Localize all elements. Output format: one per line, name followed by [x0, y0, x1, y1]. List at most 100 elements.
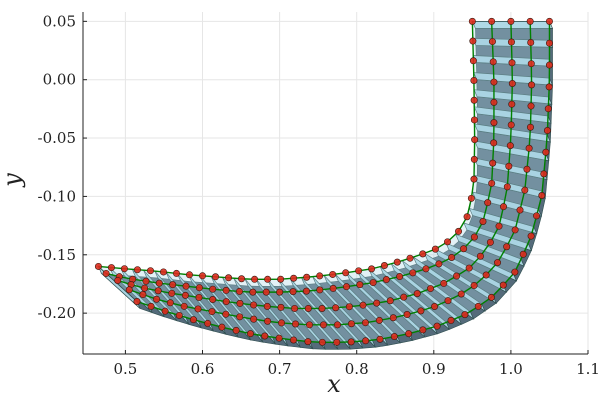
node-marker — [304, 304, 312, 312]
y-tick-label: -0.15 — [38, 246, 76, 264]
node-marker — [431, 245, 439, 253]
node-marker — [290, 336, 298, 344]
node-marker — [361, 319, 369, 327]
x-tick-label: 0.9 — [422, 360, 446, 378]
node-marker — [382, 276, 390, 284]
band-slab — [471, 191, 543, 217]
node-marker — [333, 321, 341, 329]
node-marker — [545, 61, 553, 69]
node-marker — [470, 155, 478, 163]
node-line-0 — [98, 21, 476, 280]
node-marker — [209, 285, 217, 293]
node-marker — [347, 338, 355, 346]
x-tick-label: 1.0 — [499, 360, 523, 378]
node-marker — [490, 119, 498, 127]
node-marker — [236, 313, 244, 321]
node-marker — [422, 265, 430, 273]
node-marker — [393, 258, 401, 266]
y-tick-label: -0.10 — [38, 187, 76, 205]
band-slab — [301, 277, 364, 349]
node-marker — [527, 39, 535, 47]
y-tick-label: 0.00 — [43, 71, 76, 89]
node-marker — [225, 274, 233, 282]
node-marker — [329, 270, 337, 278]
node-marker — [204, 319, 212, 327]
node-marker — [146, 267, 154, 275]
node-marker — [503, 183, 511, 191]
node-marker — [431, 302, 439, 310]
node-line-3 — [129, 21, 533, 326]
node-marker — [489, 159, 497, 167]
node-marker — [460, 245, 468, 253]
node-marker — [278, 319, 286, 327]
node-marker — [433, 322, 441, 330]
node-marker — [345, 303, 353, 311]
node-marker — [467, 194, 475, 202]
node-marker — [316, 272, 324, 280]
node-marker — [405, 330, 413, 338]
node-marker — [133, 266, 141, 274]
node-marker — [175, 311, 183, 319]
node-marker — [521, 186, 529, 194]
node-marker — [427, 285, 435, 293]
node-marker — [488, 17, 496, 25]
band-slab — [312, 276, 376, 348]
node-marker — [185, 271, 193, 279]
node-marker — [469, 37, 477, 45]
y-tick-label: -0.20 — [38, 304, 76, 322]
node-marker — [291, 304, 299, 312]
node-marker — [545, 39, 553, 47]
node-marker — [264, 275, 272, 283]
band-slab — [463, 222, 533, 252]
node-marker — [359, 301, 367, 309]
node-marker — [386, 297, 394, 305]
node-marker — [533, 212, 541, 220]
node-marker — [261, 332, 269, 340]
node-marker — [461, 311, 469, 319]
node-marker — [494, 259, 502, 267]
node-marker — [490, 139, 498, 147]
node-marker — [332, 304, 340, 312]
node-marker — [488, 179, 496, 187]
deformed-band-layer — [97, 20, 554, 350]
node-marker — [479, 217, 487, 225]
node-marker — [470, 76, 478, 84]
node-marker — [542, 148, 550, 156]
node-marker — [487, 293, 495, 301]
node-marker — [290, 274, 298, 282]
band-slab — [346, 272, 413, 341]
band-slab — [334, 273, 401, 344]
band-slab — [423, 252, 498, 305]
node-marker — [169, 281, 177, 289]
node-marker — [277, 303, 285, 311]
node-marker — [500, 203, 508, 211]
node-marker — [373, 299, 381, 307]
node-marker — [527, 60, 535, 68]
node-marker — [490, 98, 498, 106]
node-marker — [276, 288, 284, 296]
node-marker — [302, 287, 310, 295]
node-marker — [543, 127, 551, 135]
node-marker — [318, 338, 326, 346]
node-marker — [369, 279, 377, 287]
node-marker — [519, 250, 527, 258]
band-slab — [368, 269, 438, 335]
node-marker — [488, 38, 496, 46]
node-marker — [172, 269, 180, 277]
node-marker — [319, 321, 327, 329]
node-marker — [342, 269, 350, 277]
node-marker — [194, 305, 202, 313]
node-marker — [380, 262, 388, 270]
node-marker — [291, 320, 299, 328]
node-marker — [465, 264, 473, 272]
node-marker — [511, 226, 519, 234]
node-marker — [275, 334, 283, 342]
node-marker — [482, 271, 490, 279]
node-marker — [114, 276, 122, 284]
node-marker — [141, 284, 149, 292]
x-tick-label: 0.8 — [345, 360, 369, 378]
node-marker — [94, 262, 102, 270]
band-slab — [255, 279, 314, 350]
node-marker — [499, 281, 507, 289]
node-marker — [486, 238, 494, 246]
